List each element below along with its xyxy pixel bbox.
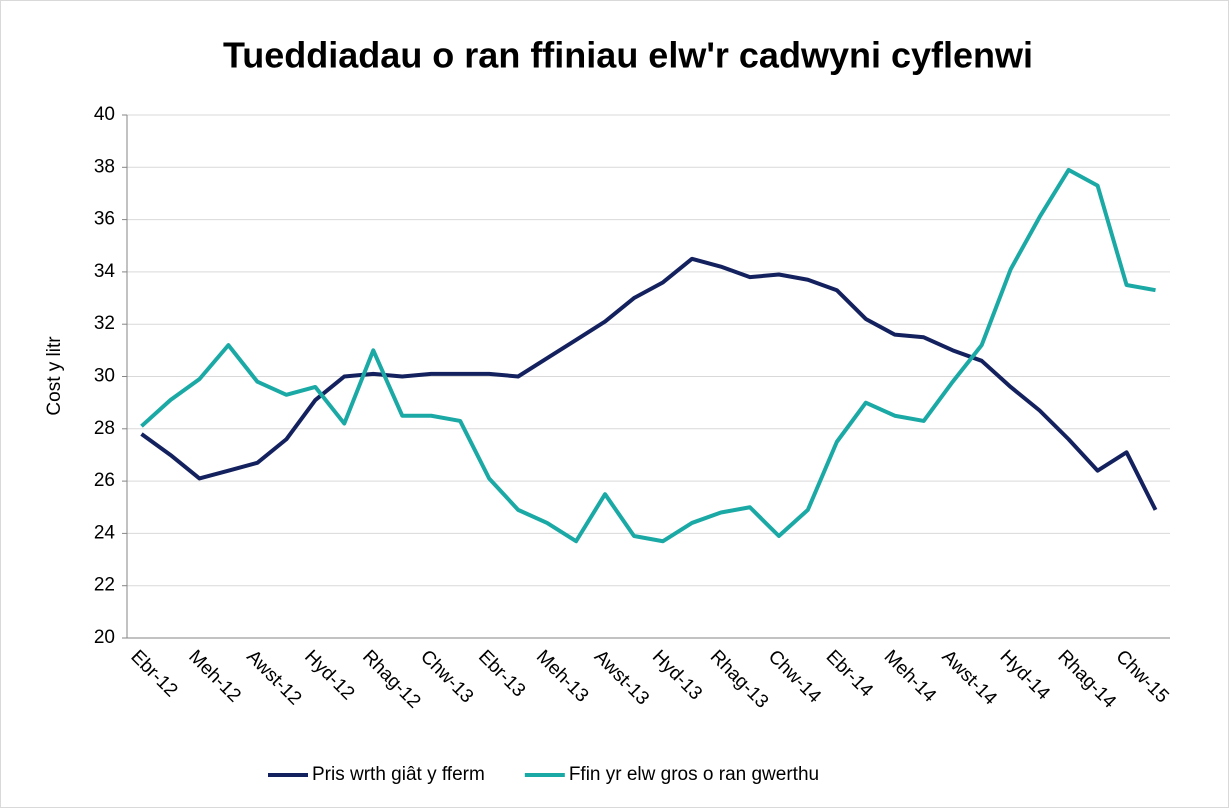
y-tick-label: 40 xyxy=(94,104,115,125)
y-tick-label: 38 xyxy=(94,156,115,177)
y-tick-label: 28 xyxy=(94,418,115,439)
line-series xyxy=(140,167,1156,544)
y-tick-label: 26 xyxy=(94,470,115,491)
y-tick-label: 36 xyxy=(94,209,115,230)
y-tick-label: 20 xyxy=(94,627,115,648)
y-tick-label: 32 xyxy=(94,313,115,334)
y-tick-label: 34 xyxy=(94,261,116,282)
y-axis-label: Cost y litr xyxy=(44,336,65,416)
legend-label: Ffin yr elw gros o ran gwerthu xyxy=(569,764,819,785)
line-series xyxy=(140,256,1158,511)
chart-title: Tueddiadau o ran ffiniau elw'r cadwyni c… xyxy=(223,35,1033,76)
y-tick-label: 24 xyxy=(94,522,116,543)
y-tick-label: 22 xyxy=(94,575,115,596)
y-tick-label: 30 xyxy=(94,366,115,387)
legend-label: Pris wrth giât y fferm xyxy=(312,764,485,785)
